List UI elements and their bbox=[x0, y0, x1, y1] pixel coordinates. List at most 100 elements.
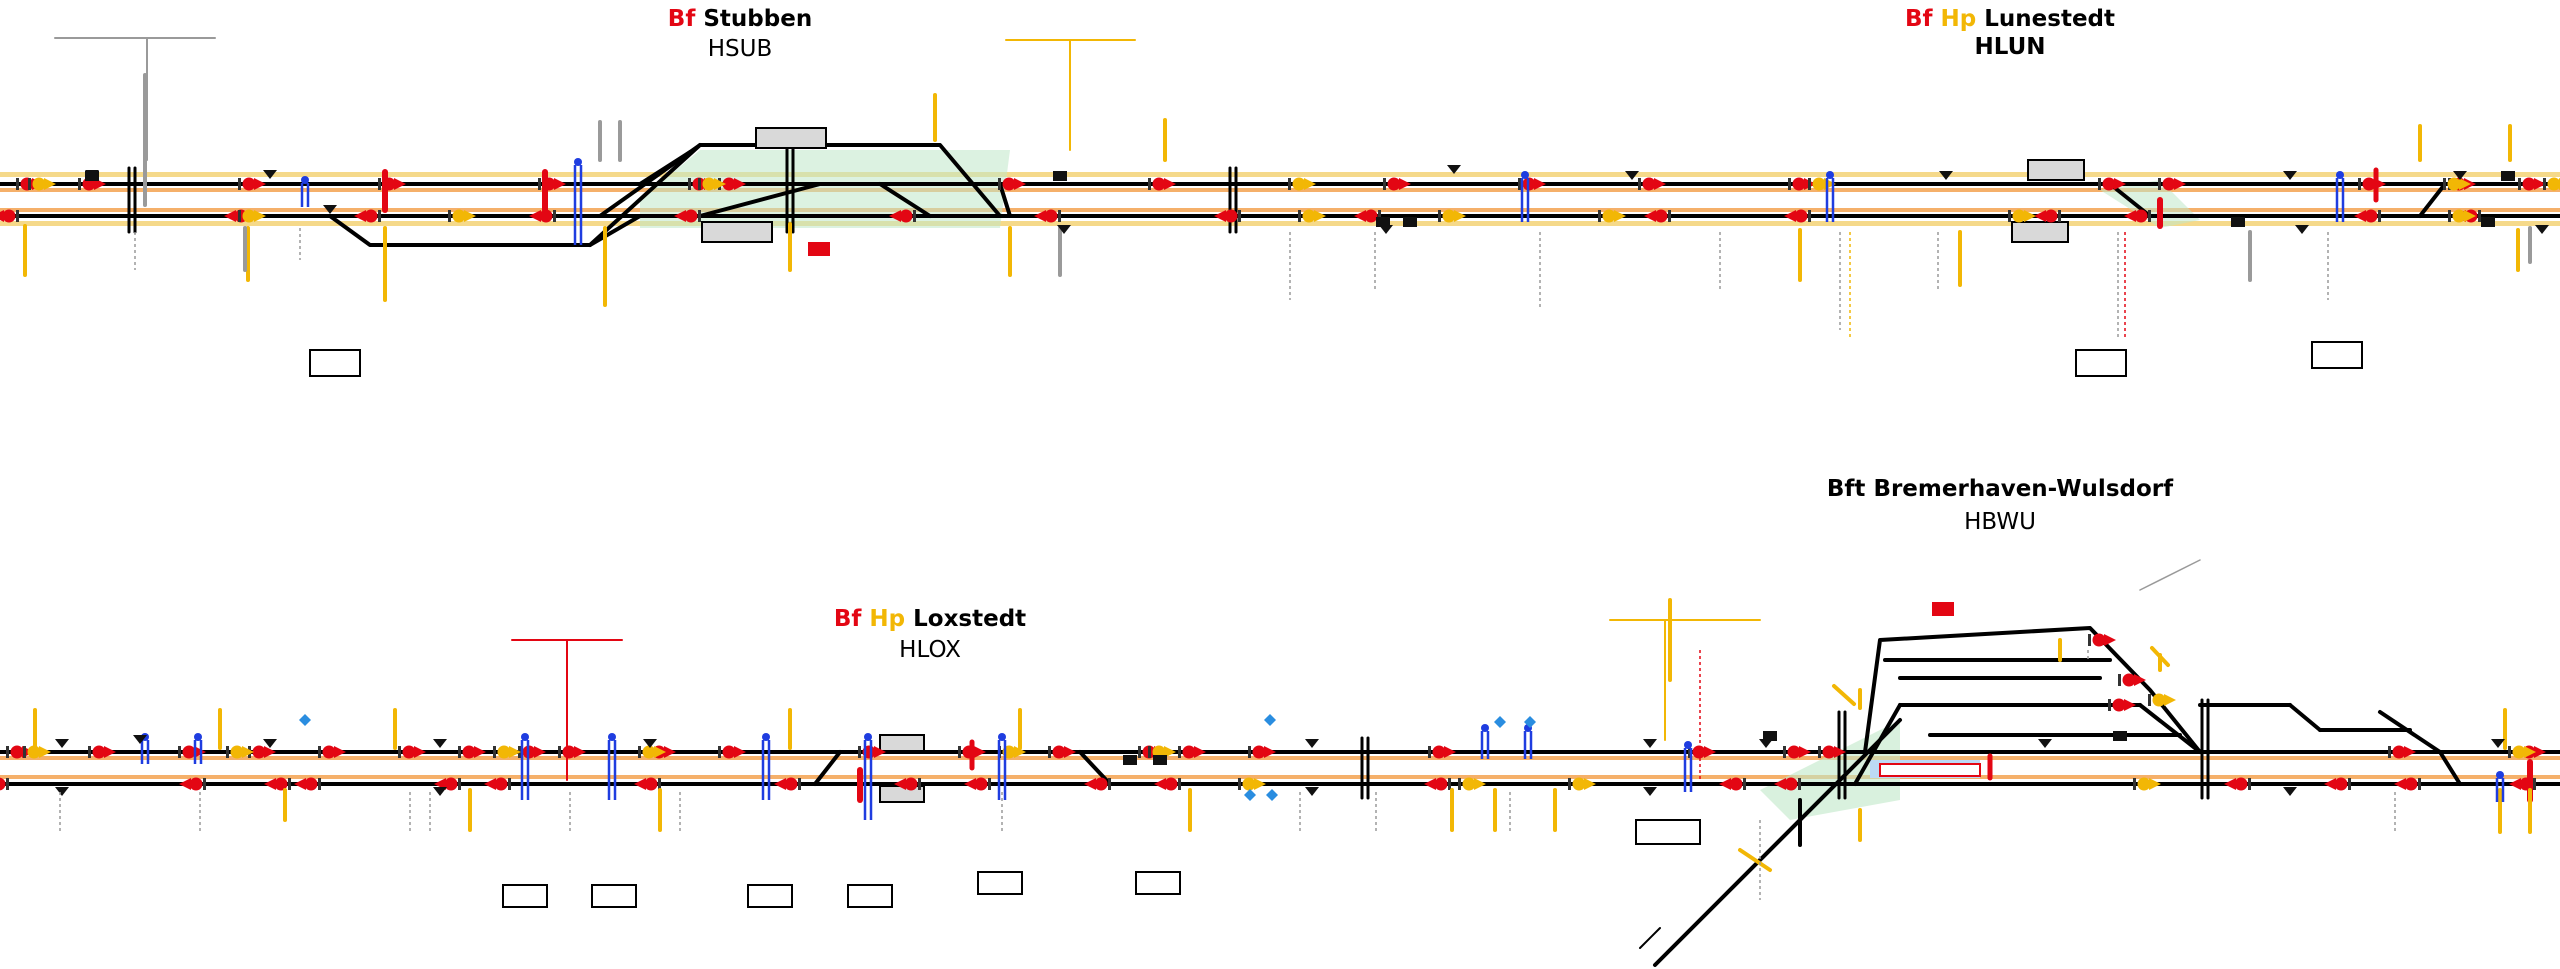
station-prefix-bf: Bf bbox=[1904, 6, 1933, 32]
main-signal bbox=[1719, 777, 1746, 791]
signal-arrow bbox=[774, 778, 786, 790]
signal-mast bbox=[1638, 178, 1641, 190]
balise-dot bbox=[1481, 724, 1489, 732]
main-signal bbox=[1154, 777, 1181, 791]
balise-dot bbox=[2336, 171, 2344, 179]
signal-arrow bbox=[874, 746, 886, 758]
signal-head bbox=[462, 745, 476, 759]
signal-mast bbox=[378, 178, 381, 190]
signal-mast bbox=[1288, 178, 1291, 190]
signal-arrow bbox=[964, 778, 976, 790]
signal-head bbox=[562, 745, 576, 759]
signal-arrow bbox=[0, 210, 4, 222]
signal-mast bbox=[458, 746, 461, 758]
track-marker bbox=[1057, 225, 1071, 234]
diag-post bbox=[1738, 848, 1772, 872]
track-marker bbox=[1643, 739, 1657, 748]
band-top-orange bbox=[0, 188, 2560, 192]
track-marker bbox=[643, 739, 657, 748]
main-signal bbox=[0, 777, 9, 791]
signal-mast bbox=[318, 778, 321, 790]
signal-mast bbox=[2148, 210, 2151, 222]
track-box-marker bbox=[1153, 755, 1167, 765]
platform-box bbox=[2027, 159, 2085, 181]
signal-mast bbox=[1448, 778, 1451, 790]
distant-signal bbox=[2008, 209, 2036, 223]
balise-dot bbox=[1826, 171, 1834, 179]
track-marker bbox=[1305, 787, 1319, 796]
track-segment bbox=[2418, 182, 2447, 218]
main-signal bbox=[1424, 777, 1451, 791]
track-segment bbox=[878, 182, 932, 218]
main-signal bbox=[894, 777, 921, 791]
signal-head bbox=[2547, 177, 2560, 191]
signal-arrow bbox=[1214, 210, 1226, 222]
signal-mast bbox=[913, 210, 916, 222]
platform-label-box bbox=[1879, 763, 1981, 777]
balise-marker bbox=[607, 733, 617, 800]
signal-mast bbox=[1048, 746, 1051, 758]
main-signal bbox=[354, 209, 381, 223]
signal-head bbox=[1094, 777, 1108, 791]
distant-signal bbox=[1458, 777, 1486, 791]
signal-arrow bbox=[574, 746, 586, 758]
track-marker bbox=[2453, 171, 2467, 180]
signal-arrow bbox=[2149, 778, 2161, 790]
signal-head bbox=[1572, 777, 1586, 791]
yard-track bbox=[1863, 626, 2202, 754]
signal-mast bbox=[918, 778, 921, 790]
signal-head bbox=[1692, 745, 1706, 759]
signal-mast bbox=[2478, 210, 2481, 222]
signal-head bbox=[1432, 745, 1446, 759]
signal-mast bbox=[2348, 778, 2351, 790]
track-segment bbox=[698, 182, 822, 218]
signal-mast bbox=[493, 746, 496, 758]
band-bottom bbox=[0, 221, 2560, 226]
signal-arrow bbox=[414, 746, 426, 758]
signal-head bbox=[722, 177, 736, 191]
signal-arrow bbox=[2509, 778, 2521, 790]
signal-mast bbox=[1783, 746, 1786, 758]
station-name: Loxstedt bbox=[913, 606, 1027, 632]
track-box-marker bbox=[1123, 755, 1137, 765]
signal-head bbox=[2404, 777, 2418, 791]
signal-head bbox=[494, 777, 508, 791]
distant-signal bbox=[1298, 209, 1326, 223]
track-segment bbox=[2438, 750, 2462, 786]
signal-arrow bbox=[529, 210, 541, 222]
signal-arrow bbox=[2124, 210, 2136, 222]
distant-signal bbox=[23, 745, 51, 759]
detector-marker bbox=[1494, 716, 1506, 728]
signal-arrow bbox=[464, 210, 476, 222]
station-code-lunestedt: HLUN bbox=[1974, 34, 2046, 60]
info-box bbox=[2075, 349, 2127, 377]
signal-head bbox=[974, 777, 988, 791]
track-box-marker bbox=[2481, 217, 2495, 227]
distant-signal bbox=[1568, 777, 1596, 791]
track-segment bbox=[998, 182, 1012, 218]
signal-mast bbox=[78, 178, 81, 190]
signal-mast bbox=[508, 778, 511, 790]
main-signal bbox=[264, 777, 291, 791]
signal-mast bbox=[1518, 178, 1521, 190]
distant-signal bbox=[1438, 209, 1466, 223]
track-segment bbox=[588, 143, 702, 247]
signal-mast bbox=[2518, 178, 2521, 190]
signal-head bbox=[444, 777, 458, 791]
balise-dot bbox=[301, 176, 309, 184]
signal-arrow bbox=[534, 746, 546, 758]
track-marker bbox=[1759, 739, 1773, 748]
track-segment bbox=[1653, 718, 1902, 967]
info-box bbox=[309, 349, 361, 377]
signal-arrow bbox=[242, 746, 254, 758]
signal-arrow bbox=[484, 778, 496, 790]
signal-arrow bbox=[1034, 210, 1046, 222]
main-signal bbox=[179, 777, 206, 791]
signal-arrow bbox=[1014, 746, 1026, 758]
signal-mast bbox=[1668, 210, 1671, 222]
signal-mast bbox=[538, 178, 541, 190]
distant-signal bbox=[638, 745, 666, 759]
balise-marker bbox=[863, 733, 873, 820]
main-signal bbox=[2118, 673, 2146, 687]
signal-mast bbox=[23, 746, 26, 758]
